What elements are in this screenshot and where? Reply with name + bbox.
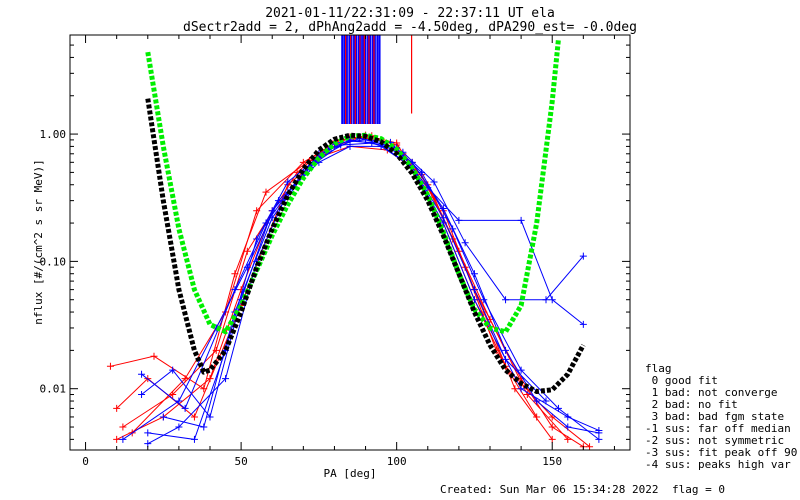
data-point-9-3	[268, 214, 276, 222]
data-point-1-1	[150, 352, 158, 360]
plot-frame	[69, 34, 631, 451]
data-point-1-11	[511, 385, 519, 393]
data-point-3-12	[564, 435, 572, 443]
data-point-5-0	[138, 391, 146, 399]
data-point-2-1	[169, 391, 177, 399]
data-point-5-13	[564, 423, 572, 431]
data-line-3	[131, 136, 569, 440]
footer-created: Created: Sun Mar 06 15:34:28 2022	[440, 483, 659, 496]
data-point-3-3	[253, 207, 261, 215]
data-point-3-1	[181, 375, 189, 383]
data-point-8-10	[517, 216, 525, 224]
data-point-3-4	[299, 158, 307, 166]
data-line-2	[122, 135, 538, 428]
data-point-6-11	[517, 366, 525, 374]
data-point-4-0	[113, 404, 121, 412]
data-point-7-10	[470, 286, 478, 294]
legend-entry-0: 0 good fit	[645, 374, 718, 387]
data-point-4-2	[190, 413, 198, 421]
footer-flag: flag = 0	[672, 483, 725, 496]
data-point-8-3	[262, 219, 270, 227]
data-point-5-11	[502, 346, 510, 354]
x-tick-label-1: 50	[234, 455, 247, 468]
x-tick-label-0: 0	[82, 455, 89, 468]
data-point-6-4	[284, 178, 292, 186]
data-point-9-1	[200, 423, 208, 431]
y-axis-label: nflux [#/(cm^2 s sr MeV)]	[32, 159, 45, 325]
y-tick-label-1: 0.10	[40, 255, 67, 268]
data-point-8-11	[548, 296, 556, 304]
data-line-1	[110, 145, 553, 440]
data-point-7-0	[119, 435, 127, 443]
fit-curve-1	[145, 98, 586, 394]
data-point-8-2	[231, 286, 239, 294]
data-point-5-12	[533, 397, 541, 405]
x-axis-label: PA [deg]	[324, 467, 377, 480]
data-point-8-9	[455, 216, 463, 224]
data-point-8-12	[579, 320, 587, 328]
data-point-10-1	[175, 423, 183, 431]
data-point-8-0	[138, 370, 146, 378]
legend-entry-2: 2 bad: no fit	[645, 398, 738, 411]
data-point-10-2	[222, 375, 230, 383]
plot-area	[106, 35, 603, 450]
legend-title: flag	[645, 362, 672, 375]
data-point-9-11	[542, 296, 550, 304]
data-point-2-3	[243, 247, 251, 255]
data-point-9-9	[461, 239, 469, 247]
data-point-9-0	[159, 413, 167, 421]
data-point-10-13	[595, 426, 603, 434]
data-point-10-12	[564, 413, 572, 421]
chart-title-line-2: dSectr2add = 2, dPhAng2add = -4.50deg, d…	[183, 20, 637, 35]
x-tick-label-2: 100	[387, 455, 407, 468]
axes: 0 50 100 150 0.01 0.10 1.00	[40, 34, 630, 468]
data-point-2-11	[533, 413, 541, 421]
data-point-6-10	[480, 296, 488, 304]
data-point-4-12	[586, 443, 594, 450]
data-point-5-1	[169, 366, 177, 374]
y-tick-label-0: 0.01	[40, 383, 67, 396]
data-point-9-8	[430, 178, 438, 186]
data-point-10-9	[439, 219, 447, 227]
legend: flag 0 good fit 1 bad: not converge 2 ba…	[645, 362, 797, 471]
data-point-9-10	[502, 296, 510, 304]
data-point-1-0	[106, 362, 114, 370]
data-point-1-12	[548, 435, 556, 443]
data-line-4	[116, 134, 590, 448]
legend-entry-6: -3 sus: fit peak off 90	[645, 446, 797, 459]
legend-entry-3: 3 bad: bad fgm state	[645, 410, 784, 423]
data-point-2-0	[119, 423, 127, 431]
data-point-6-9	[449, 225, 457, 233]
data-point-8-1	[181, 404, 189, 412]
x-tick-label-3: 150	[542, 455, 562, 468]
data-point-5-2	[206, 413, 214, 421]
data-point-6-13	[595, 435, 603, 443]
legend-entry-4: -1 sus: far off median	[645, 422, 791, 435]
legend-entry-5: -2 sus: not symmetric	[645, 434, 784, 447]
y-tick-label-2: 1.00	[40, 128, 67, 141]
data-point-10-11	[517, 385, 525, 393]
data-point-9-12	[579, 252, 587, 260]
data-point-2-2	[212, 346, 220, 354]
data-point-0-0	[113, 435, 121, 443]
chart-title-line-1: 2021-01-11/22:31:09 - 22:37:11 UT ela	[265, 6, 555, 21]
legend-entry-7: -4 sus: peaks high var	[645, 458, 791, 471]
data-point-1-4	[262, 188, 270, 196]
data-point-0-12	[548, 423, 556, 431]
legend-entry-1: 1 bad: not converge	[645, 386, 777, 399]
data-point-6-1	[190, 435, 198, 443]
data-point-7-4	[274, 197, 282, 205]
data-line-0	[116, 136, 584, 448]
data-point-6-0	[144, 429, 152, 437]
